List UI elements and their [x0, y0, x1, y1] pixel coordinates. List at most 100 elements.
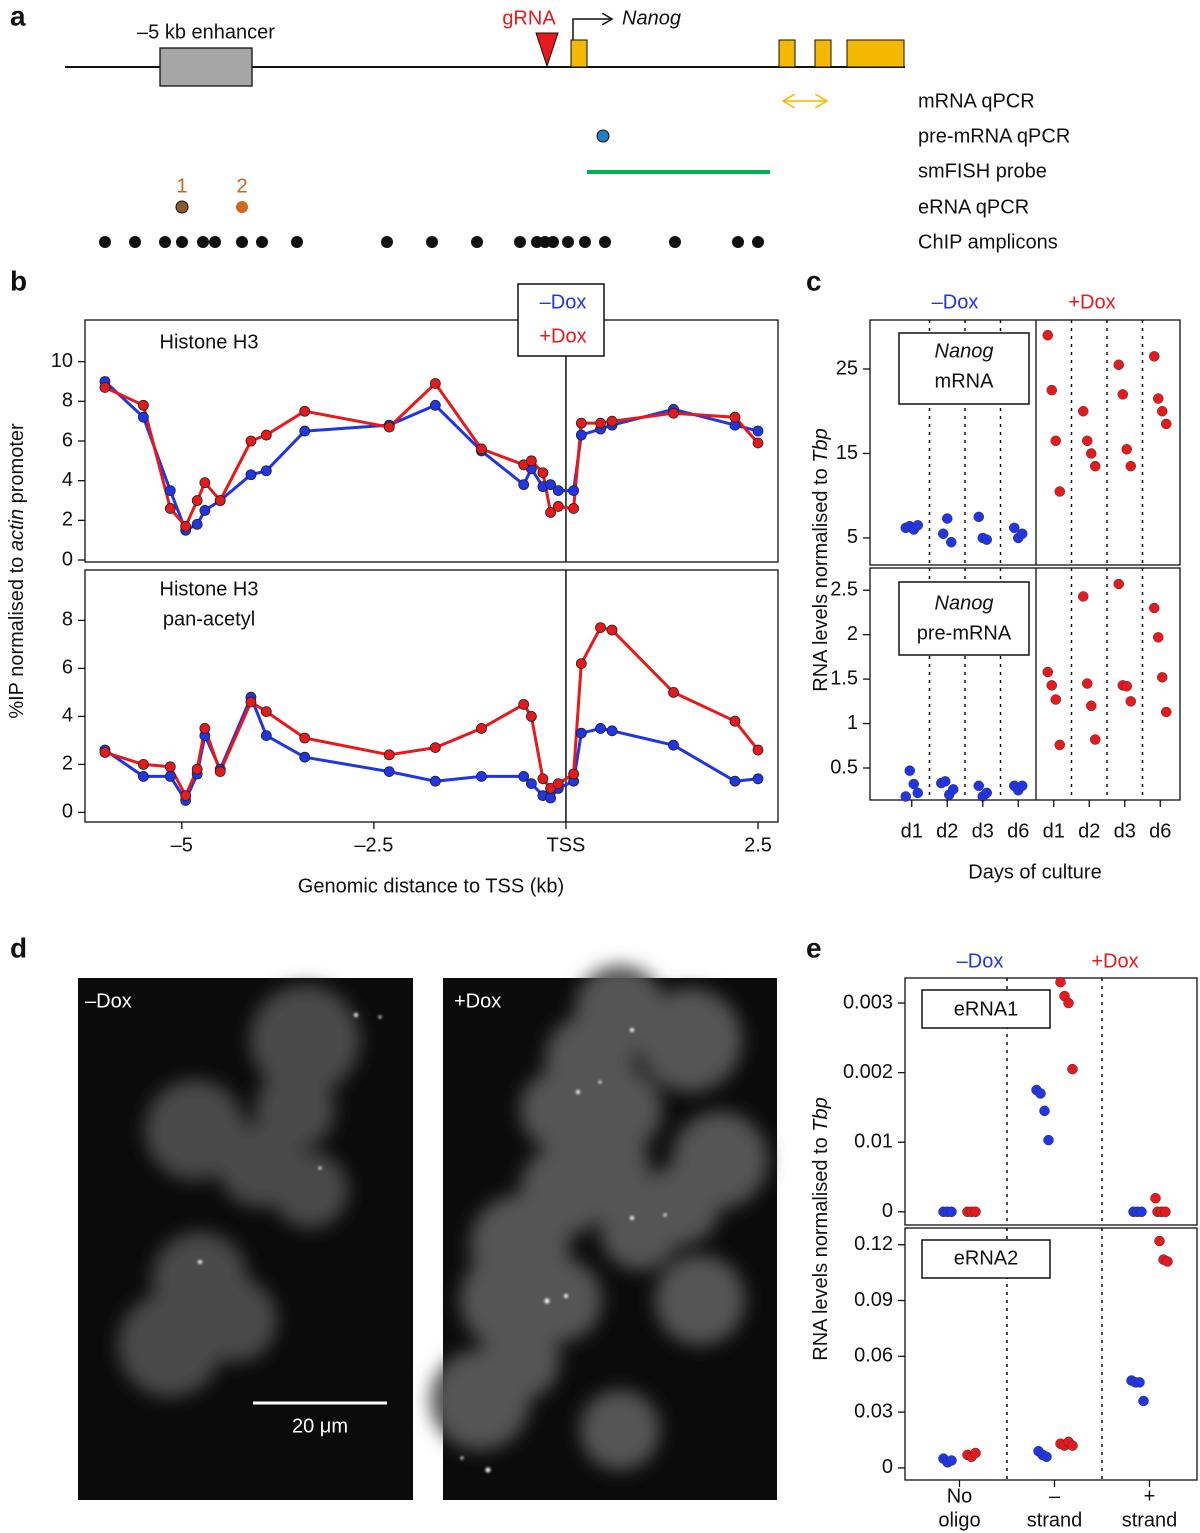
- data-point: [940, 776, 951, 787]
- y-tick-label: 2.5: [830, 579, 858, 601]
- data-point: [1017, 528, 1028, 539]
- y-tick-label: 6: [62, 429, 73, 451]
- data-point: [568, 503, 580, 514]
- data-point: [245, 469, 257, 481]
- micrograph-right: +Dox: [430, 965, 777, 1500]
- data-point: [545, 507, 556, 518]
- data-point: [429, 399, 441, 411]
- x-tick-label: TSS: [546, 834, 585, 856]
- x-tick-label: strand: [1122, 1509, 1178, 1531]
- annotation-box: [898, 581, 1030, 656]
- data-point: [1090, 460, 1101, 472]
- annotation-box: [921, 989, 1051, 1029]
- plot-frame: [904, 977, 1198, 1226]
- data-point: [518, 699, 530, 710]
- y-tick-label: 2: [847, 623, 858, 645]
- data-point: [970, 1206, 981, 1218]
- y-axis-label-part: actin: [6, 509, 28, 551]
- data-point: [729, 715, 741, 727]
- data-point: [1121, 680, 1132, 692]
- scale-bar-label: 20 μm: [292, 1415, 348, 1437]
- data-point: [668, 739, 679, 751]
- data-point: [1078, 591, 1089, 602]
- annotation-box: [921, 1239, 1051, 1279]
- data-point: [191, 518, 203, 530]
- annotation: eRNA1: [954, 998, 1018, 1020]
- data-point: [942, 513, 953, 524]
- data-point: [568, 485, 580, 496]
- data-point: [1086, 700, 1097, 712]
- cells: [118, 985, 360, 1397]
- data-point: [908, 778, 919, 790]
- data-point: [164, 761, 176, 773]
- data-point: [752, 425, 764, 437]
- image-background: [78, 978, 413, 1500]
- panel-label: d: [10, 932, 27, 963]
- data-point: [191, 495, 203, 506]
- data-point: [245, 696, 257, 708]
- data-point: [1063, 997, 1074, 1009]
- track-label: smFISH probe: [918, 160, 1047, 182]
- erna-amplicon: [236, 201, 248, 213]
- y-tick-label: 8: [62, 609, 73, 631]
- data-point: [946, 1206, 957, 1218]
- data-point: [525, 711, 537, 722]
- erna-amplicon: [175, 200, 189, 214]
- plot-frame: [84, 569, 779, 823]
- data-point: [1153, 393, 1164, 404]
- image-label: +Dox: [454, 990, 501, 1012]
- data-point: [1039, 1105, 1050, 1117]
- y-tick-label: 0: [882, 1200, 893, 1222]
- data-point: [1153, 632, 1164, 643]
- legend-label: –Dox: [932, 291, 979, 313]
- data-point: [137, 771, 149, 782]
- x-tick-label: –5: [171, 834, 193, 856]
- y-tick-label: 8: [62, 390, 73, 412]
- micrograph-left: –Dox 20 μm: [78, 978, 413, 1500]
- grna-label: gRNA: [502, 7, 556, 29]
- data-point: [383, 749, 395, 761]
- data-point: [299, 405, 311, 417]
- data-point: [299, 425, 311, 437]
- legend-label: +Dox: [539, 325, 586, 347]
- legend-box: [517, 283, 605, 357]
- data-point: [606, 725, 618, 737]
- data-point: [729, 411, 741, 423]
- data-point: [1055, 976, 1066, 988]
- panel-label: a: [10, 0, 26, 31]
- data-point: [1042, 329, 1053, 341]
- data-point: [1160, 1206, 1171, 1218]
- data-point: [1125, 460, 1136, 472]
- data-point: [575, 429, 587, 441]
- erna-site-label: 2: [236, 175, 247, 197]
- data-point: [568, 768, 580, 780]
- exon: [846, 39, 905, 68]
- data-point: [1125, 696, 1136, 707]
- data-point: [1086, 448, 1097, 459]
- data-point: [595, 417, 606, 429]
- data-point: [1078, 405, 1089, 417]
- data-point: [137, 411, 149, 423]
- data-point: [970, 1447, 981, 1459]
- annotation: mRNA: [935, 370, 995, 392]
- data-point: [606, 624, 618, 636]
- data-point: [1150, 1192, 1161, 1204]
- y-tick-label: 10: [51, 350, 73, 372]
- data-point: [1149, 602, 1160, 614]
- erna-site-label: 1: [176, 175, 187, 197]
- data-point: [1035, 1088, 1046, 1099]
- data-point: [260, 465, 272, 477]
- data-point: [912, 787, 923, 799]
- y-tick-label: 1.5: [830, 667, 858, 689]
- data-point: [668, 687, 679, 698]
- data-point: [575, 658, 587, 669]
- data-point: [946, 536, 957, 548]
- data-point: [214, 766, 226, 777]
- data-point: [476, 443, 487, 455]
- data-point: [1149, 351, 1160, 362]
- image-label: –Dox: [85, 990, 132, 1012]
- data-point: [1136, 1206, 1147, 1218]
- y-tick-label: 0.003: [843, 991, 893, 1013]
- data-point: [1082, 435, 1093, 447]
